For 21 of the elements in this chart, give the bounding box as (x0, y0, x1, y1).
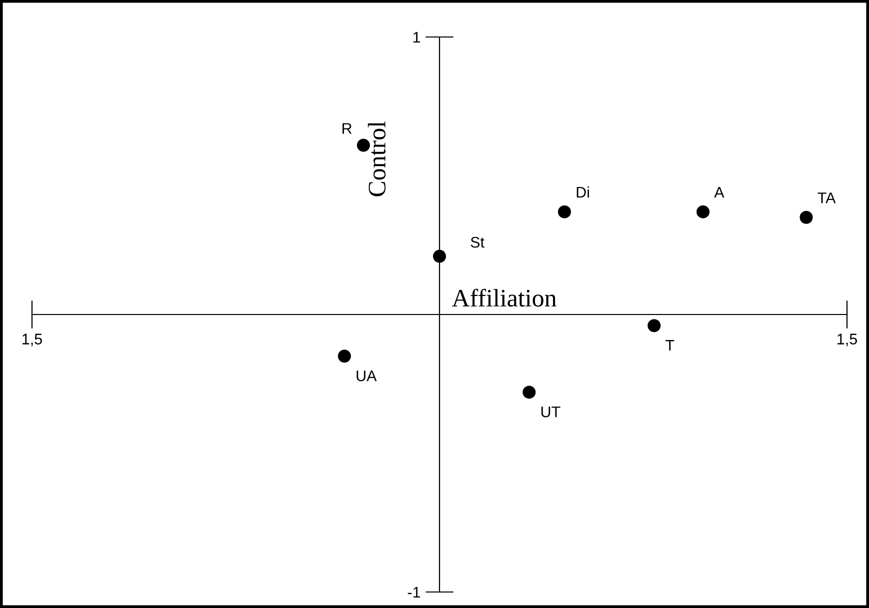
annotation: UA (356, 370, 377, 382)
annotation: R (342, 123, 352, 134)
point (648, 319, 661, 332)
point (800, 210, 813, 224)
y-axis-title: Control (368, 121, 386, 196)
y-tick-label: 1 (413, 32, 420, 43)
y-tick-label: -1 (408, 587, 420, 598)
x-tick-label: 1,5 (22, 334, 42, 346)
point (558, 205, 571, 218)
annotation: T (666, 340, 674, 351)
point (696, 205, 710, 218)
annotation: A (714, 187, 724, 198)
point (432, 250, 446, 263)
x-tick-label: 1,5 (838, 334, 857, 346)
annotation: TA (818, 192, 836, 204)
x-axis-title: Affiliation (452, 288, 556, 307)
annotation: UT (541, 406, 560, 418)
point (522, 386, 536, 399)
annotation: Di (576, 186, 589, 198)
annotation: St (470, 236, 484, 248)
point (338, 350, 351, 363)
